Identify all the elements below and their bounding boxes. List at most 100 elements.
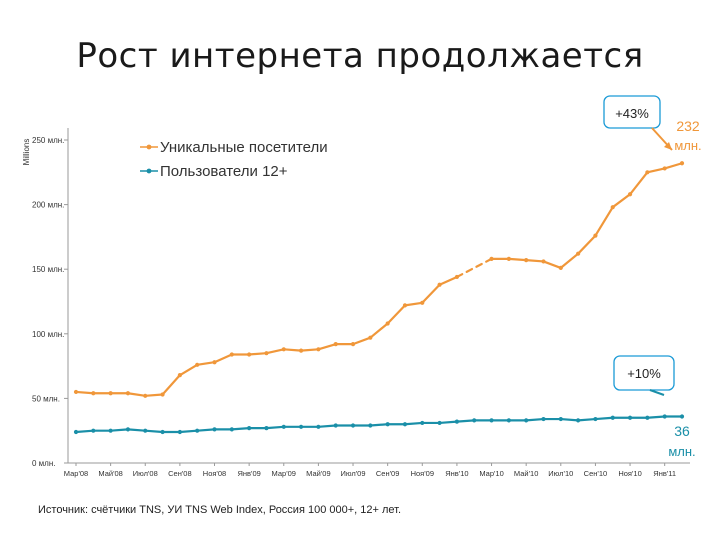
series-1-segment — [178, 363, 199, 377]
source-note: Источник: счётчики TNS, УИ TNS Web Index… — [38, 504, 402, 516]
series-1-segment — [403, 301, 424, 307]
series-2-point — [627, 415, 633, 420]
series-2-segment — [230, 427, 251, 431]
series-1-point — [264, 351, 269, 356]
x-tick-label: Янв'10 — [445, 469, 468, 478]
series-1-segment — [351, 336, 372, 346]
x-tick-label: Янв'11 — [653, 469, 676, 478]
series-1-point — [350, 342, 356, 347]
series-2-point — [143, 428, 148, 433]
x-tick-label: Ноя'10 — [618, 469, 641, 478]
series-2-point — [506, 418, 511, 423]
series-2-point — [229, 427, 234, 432]
series-2-point — [593, 416, 598, 422]
series-1-segment — [525, 259, 545, 263]
series-2-segment — [438, 420, 459, 425]
y-tick-label: 50 млн. — [32, 394, 60, 403]
series-1-segment — [317, 343, 337, 351]
series-1-segment — [559, 252, 580, 270]
series-1-segment — [282, 348, 303, 352]
x-tick-label: Июл'08 — [133, 469, 158, 478]
series-1-segment — [161, 374, 181, 396]
series-1-point — [212, 360, 217, 365]
legend-label-2: Пользователи 12+ — [160, 163, 288, 180]
series-1-point — [610, 205, 615, 210]
callout-blue-box — [613, 355, 675, 391]
legend-marker-2 — [146, 168, 152, 174]
series-1-segment — [663, 162, 684, 170]
series-2-segment — [646, 415, 666, 419]
callout-blue-pointer — [649, 389, 665, 396]
series-1-point — [541, 259, 546, 264]
legend-marker-1 — [146, 144, 152, 150]
series-1-point — [247, 352, 252, 357]
y-tick-label: 150 млн. — [32, 265, 64, 274]
series-2-segment — [144, 429, 164, 434]
series-2-segment — [369, 423, 389, 427]
series-2-segment — [455, 419, 476, 423]
series-2-point — [298, 424, 304, 429]
series-1-point — [333, 342, 338, 347]
series-1-segment — [126, 392, 147, 397]
series-2-segment — [577, 417, 597, 422]
series-1-segment — [507, 257, 528, 262]
series-1-point — [108, 391, 113, 396]
callout-orange-arrowhead — [664, 142, 672, 150]
x-tick-label: Мар'08 — [64, 469, 88, 478]
series-1-segment — [594, 206, 614, 237]
page-title: Рост интернета продолжается — [76, 36, 644, 76]
series-1-point — [645, 170, 650, 175]
callout-blue-text: +10% — [627, 366, 661, 381]
x-tick-label: Май'08 — [98, 469, 122, 478]
x-tick-label: Ноя'08 — [203, 469, 226, 478]
series-layer — [73, 161, 685, 435]
series-2-point — [645, 415, 650, 420]
series-1-segment — [611, 193, 632, 209]
value-orange-number: 232 — [676, 118, 700, 134]
series-1-point — [385, 321, 390, 326]
annotations: +43% 232 млн. +10% 36 млн. — [603, 95, 702, 459]
series-2-point — [489, 418, 494, 423]
y-axis-label: Millions — [22, 139, 31, 166]
legend-label-1: Уникальные посетители — [160, 139, 328, 156]
series-2-segment — [265, 425, 285, 430]
series-2-point — [662, 414, 667, 419]
series-1-point — [524, 258, 529, 263]
series-1-point — [229, 352, 234, 357]
series-1-point — [489, 256, 494, 261]
series-1-segment — [577, 234, 597, 255]
series-2-point — [91, 428, 96, 433]
series-1-point — [160, 392, 165, 397]
y-tick-label: 100 млн. — [32, 330, 64, 339]
series-2-point — [316, 424, 321, 429]
series-2-segment — [74, 429, 95, 434]
x-tick-label: Май'09 — [306, 469, 330, 478]
x-tick-label: Мар'10 — [479, 469, 503, 478]
callout-orange-text: +43% — [615, 106, 649, 121]
series-1-segment — [74, 390, 95, 395]
series-1-point — [298, 348, 304, 353]
series-2-point — [177, 429, 182, 435]
series-1-point — [679, 161, 685, 166]
series-1-point — [662, 166, 667, 171]
series-2-point — [350, 423, 356, 428]
series-2-point — [402, 422, 408, 427]
series-2-point — [454, 419, 460, 424]
series-2-point — [472, 418, 477, 423]
series-2-segment — [559, 417, 580, 422]
axes: Millions 0 млн. 50 млн. 100 млн. 150 млн. 200… — [22, 128, 690, 478]
series-2-segment — [196, 428, 216, 432]
series-1-segment — [299, 348, 320, 352]
series-1-point — [91, 391, 96, 396]
y-tick-label: 0 млн. — [32, 459, 55, 468]
series-2-point — [73, 429, 79, 435]
x-tick-label: Июл'09 — [341, 469, 366, 478]
series-2-point — [541, 416, 546, 422]
series-1-point — [558, 265, 563, 271]
series-2-point — [125, 427, 131, 432]
series-1-point — [316, 347, 321, 352]
y-tick-label: 250 млн. — [32, 136, 64, 145]
series-1-point — [576, 251, 581, 256]
y-tick-label: 200 млн. — [32, 201, 64, 210]
series-2-point — [385, 422, 390, 427]
